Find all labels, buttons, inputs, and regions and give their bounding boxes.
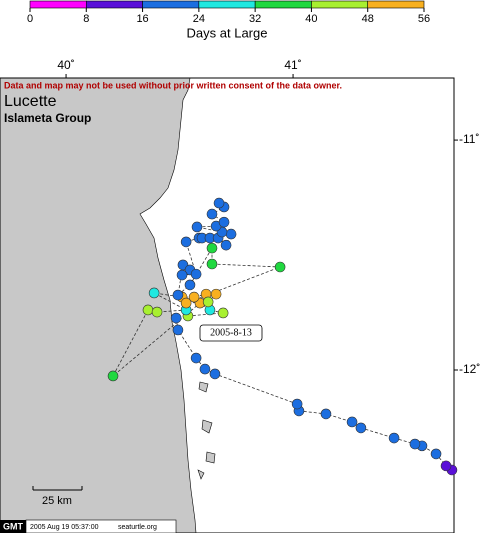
track-point xyxy=(440,460,452,472)
track-point xyxy=(172,289,184,301)
track-point xyxy=(190,352,202,364)
track-point xyxy=(388,432,400,444)
track-point xyxy=(176,269,188,281)
logo-box xyxy=(0,520,26,533)
timestamp: 2005 Aug 19 05:37:00 xyxy=(30,524,99,531)
track-point xyxy=(225,228,237,240)
y-tick-label: -12˚ xyxy=(459,362,480,376)
colorbar-tick-label: 24 xyxy=(193,13,205,25)
map-frame xyxy=(0,77,455,533)
colorbar-segment xyxy=(367,0,425,9)
track-point xyxy=(218,216,230,228)
track-point xyxy=(188,291,200,303)
y-tick-label: -11˚ xyxy=(459,132,479,146)
track-point xyxy=(184,279,196,291)
track-line xyxy=(112,202,453,471)
footer-box xyxy=(25,519,177,533)
colorbar-segment xyxy=(85,0,143,9)
track-point xyxy=(409,438,421,450)
colorbar-tick-label: 56 xyxy=(418,13,430,25)
x-tick-label: 41˚ xyxy=(284,58,301,72)
track-point xyxy=(210,288,222,300)
colorbar-segment xyxy=(142,0,200,9)
track-point xyxy=(199,363,211,375)
track-point xyxy=(213,197,225,209)
date-label: 2005-8-13 xyxy=(210,327,252,338)
colorbar-label: Days at Large xyxy=(187,25,268,40)
logo: GMT xyxy=(3,521,23,531)
track-point xyxy=(180,297,192,309)
source: seaturtle.org xyxy=(118,524,157,531)
date-label-box xyxy=(199,324,263,342)
track-point xyxy=(206,242,218,254)
track-point xyxy=(291,398,303,410)
track-point xyxy=(148,287,160,299)
subtitle: Islameta Group xyxy=(4,111,91,125)
x-tick-label: 40˚ xyxy=(57,58,74,72)
colorbar-tick-label: 32 xyxy=(249,13,261,25)
colorbar-segment xyxy=(198,0,256,9)
track-point xyxy=(107,370,119,382)
track-point xyxy=(320,408,332,420)
track-point xyxy=(180,236,192,248)
track-point xyxy=(206,258,218,270)
track-point xyxy=(209,368,221,380)
track-point xyxy=(172,324,184,336)
colorbar-tick-label: 8 xyxy=(83,13,89,25)
colorbar-tick-label: 48 xyxy=(362,13,374,25)
island xyxy=(197,381,216,480)
track-point xyxy=(190,268,202,280)
track-point xyxy=(142,304,154,316)
track-point xyxy=(217,307,229,319)
track-point xyxy=(220,239,232,251)
colorbar-tick-label: 40 xyxy=(305,13,317,25)
notice: Data and map may not be used without pri… xyxy=(4,80,342,90)
track-point xyxy=(430,448,442,460)
track-point xyxy=(202,296,214,308)
colorbar-tick-label: 16 xyxy=(136,13,148,25)
track-point xyxy=(170,312,182,324)
land xyxy=(0,77,197,533)
scale-label: 25 km xyxy=(42,495,72,507)
track-point xyxy=(346,416,358,428)
colorbar-segment xyxy=(311,0,369,9)
title: Lucette xyxy=(4,93,57,110)
colorbar-segment xyxy=(254,0,312,9)
track-point xyxy=(191,221,203,233)
track-point xyxy=(274,261,286,273)
colorbar-segment xyxy=(29,0,87,9)
track-point xyxy=(206,208,218,220)
colorbar-tick-label: 0 xyxy=(27,13,33,25)
track-point xyxy=(355,422,367,434)
map xyxy=(0,77,455,533)
track-point xyxy=(151,306,163,318)
